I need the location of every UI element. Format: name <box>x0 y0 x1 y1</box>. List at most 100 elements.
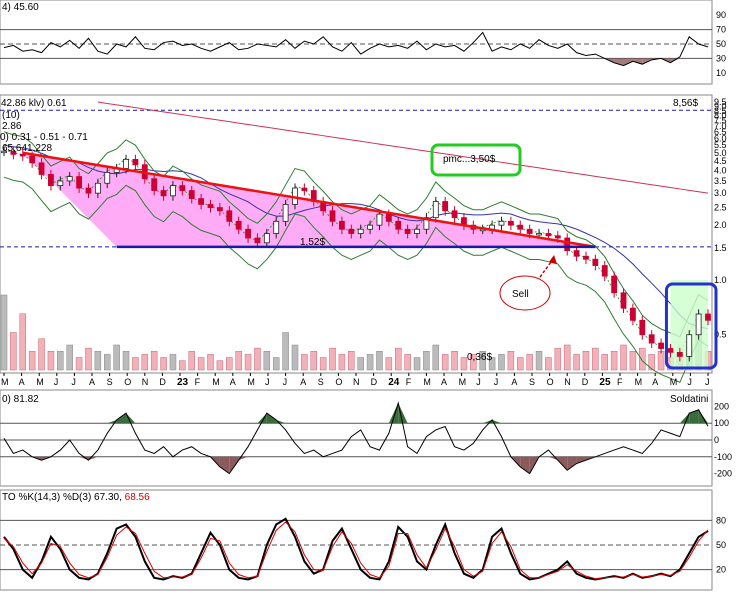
candle-body <box>639 319 646 336</box>
candle-body <box>94 182 101 194</box>
sto-title-k: TO %K(14,3) %D(3) 67.30, <box>2 492 122 503</box>
x-month-label: A <box>441 377 447 387</box>
candle-body <box>564 237 571 251</box>
volume-bar <box>441 354 449 371</box>
candle-body <box>367 224 373 230</box>
x-month-label: A <box>89 377 95 387</box>
volume-bar <box>526 354 533 371</box>
sell-arrowhead <box>549 255 557 264</box>
rsi-panel: 4) 45.60 90 70 50 30 10 <box>0 0 726 85</box>
volume-bar <box>113 344 120 371</box>
x-month-label: D <box>159 377 166 387</box>
cci-overbought-fill <box>126 413 136 424</box>
volume-bar <box>592 347 599 371</box>
volume-bar <box>272 357 280 371</box>
candle-body <box>235 220 242 230</box>
candle-body <box>179 185 186 191</box>
volume-bar <box>160 357 167 371</box>
candle-body <box>395 220 402 230</box>
candle-body <box>38 162 45 175</box>
cci-overbought-fill <box>492 419 502 424</box>
volume-bar <box>517 357 524 371</box>
x-month-label: O <box>547 377 554 387</box>
candle-body <box>170 185 176 197</box>
volume-bar <box>329 347 336 371</box>
volume-bar <box>451 351 458 371</box>
cci-overbought-fill <box>679 413 690 424</box>
volume-bar <box>226 357 233 371</box>
volume-bar <box>197 357 205 371</box>
volume-bar <box>19 313 27 371</box>
x-month-label: O <box>335 377 342 387</box>
candle-body <box>226 210 233 222</box>
sell-arrow <box>539 257 555 278</box>
candle-body <box>66 176 73 182</box>
cci-lines <box>0 401 712 475</box>
candle-body <box>104 172 111 184</box>
volume-bar <box>348 351 355 371</box>
candle-body <box>151 178 158 191</box>
cci-overbought-fill <box>266 413 277 424</box>
cci-oversold-fill <box>557 456 568 471</box>
price-tick-label: 7.0 <box>714 121 727 131</box>
x-month-label: M <box>423 377 431 387</box>
x-month-label: M <box>459 377 467 387</box>
cci-title: 0) 81.82 <box>2 394 39 405</box>
rsi-frame <box>0 0 713 85</box>
x-month-label: F <box>406 377 412 387</box>
ma-mid-line <box>3 144 709 330</box>
candle-body <box>357 228 364 234</box>
cci-tick-label: 100 <box>714 418 729 428</box>
volume-bar <box>104 354 111 371</box>
volume-bar <box>498 354 505 371</box>
price-tick-label: 5.0 <box>714 148 727 158</box>
price-tick-label: 1.5 <box>714 243 727 253</box>
rsi-lines <box>0 29 712 67</box>
candle-body <box>517 224 524 230</box>
cci-panel: 0) 81.82 Soldatini 200 100 0 -100 -200 <box>0 389 732 487</box>
volume-bar <box>582 351 590 371</box>
x-month-label: A <box>300 377 306 387</box>
cci-tick-label: 200 <box>714 401 729 411</box>
x-month-label: S <box>529 377 535 387</box>
volume-bar <box>639 347 646 371</box>
volume-bar <box>244 354 252 371</box>
price-tick-label: 5.5 <box>714 140 727 150</box>
volume-bar <box>66 344 73 371</box>
volume-bar <box>620 344 627 371</box>
price-tick-label: 6.0 <box>714 133 727 143</box>
volume-bar <box>535 351 543 371</box>
price-tick-label: 1.0 <box>714 275 727 285</box>
x-month-label: A <box>652 377 658 387</box>
price-tick-label: 9.5 <box>714 97 727 107</box>
rsi-tick-label: 70 <box>716 25 726 35</box>
x-month-label: S <box>318 377 324 387</box>
volume-bar <box>385 357 393 371</box>
candle-body <box>207 204 214 208</box>
candle-body <box>404 228 411 234</box>
resistance-trendline <box>22 151 596 249</box>
price-tick-label: 0.5 <box>714 330 727 340</box>
candle-body <box>592 258 599 266</box>
legend-line-1: (10) <box>2 110 20 121</box>
volume-bar <box>169 354 177 371</box>
x-year-label: 24 <box>388 377 400 388</box>
x-month-label: S <box>107 377 113 387</box>
x-month-label: M <box>36 377 44 387</box>
rsi-oversold-fill <box>623 58 633 66</box>
annotation-sell: Sell <box>512 289 529 300</box>
volume-bar <box>648 354 655 371</box>
legend-line-3: 0) 0.31 - 0.51 - 0.71 <box>0 132 88 143</box>
candle-body <box>10 150 17 155</box>
volume-bar <box>122 351 130 371</box>
price-tick-label: 2.0 <box>714 220 727 230</box>
sto-tick-label: 50 <box>716 540 726 550</box>
candle-body <box>611 275 618 294</box>
price-tick-label: 9.0 <box>714 101 727 111</box>
sell-ellipse <box>499 275 551 311</box>
volume-bar <box>282 332 289 371</box>
x-month-label: M <box>670 377 678 387</box>
price-tick-label: 3.5 <box>714 176 727 186</box>
volume-bar <box>357 357 364 371</box>
volume-bar <box>629 351 637 371</box>
